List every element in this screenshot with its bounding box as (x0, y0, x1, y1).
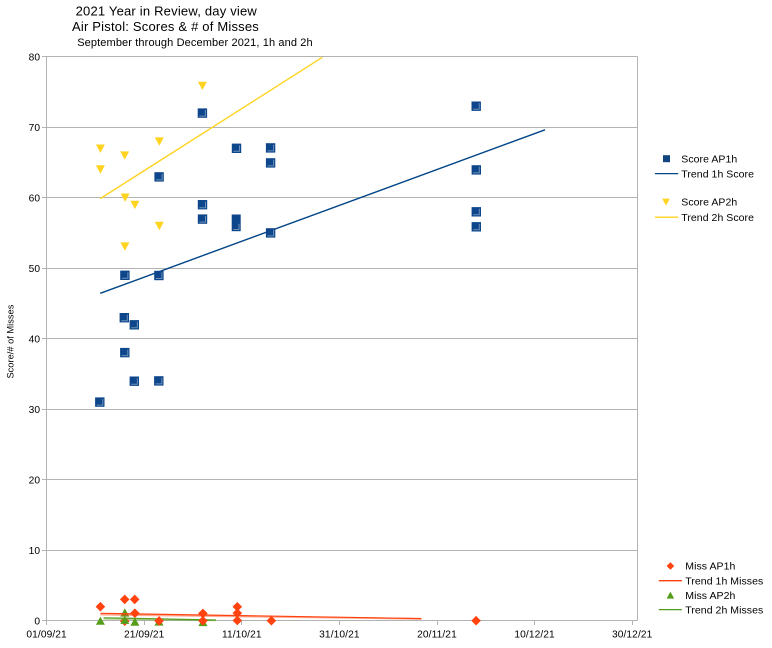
svg-text:30: 30 (29, 405, 41, 416)
svg-text:Air Pistol: Scores & # of Miss: Air Pistol: Scores & # of Misses (72, 19, 259, 34)
svg-text:Trend 1h Misses: Trend 1h Misses (685, 575, 763, 587)
svg-text:40: 40 (29, 335, 41, 346)
svg-text:Score AP2h: Score AP2h (681, 197, 737, 209)
svg-text:80: 80 (29, 53, 41, 64)
svg-text:01/09/21: 01/09/21 (26, 629, 67, 640)
svg-text:Miss AP2h: Miss AP2h (685, 590, 735, 602)
svg-text:31/10/21: 31/10/21 (319, 629, 360, 640)
svg-text:20/11/21: 20/11/21 (417, 629, 457, 640)
svg-text:September through December 202: September through December 2021, 1h and … (77, 37, 313, 49)
svg-text:Trend 2h Misses: Trend 2h Misses (685, 604, 763, 616)
svg-text:Trend 2h Score: Trend 2h Score (681, 212, 754, 224)
svg-text:Score AP1h: Score AP1h (681, 153, 737, 165)
svg-text:10/12/21: 10/12/21 (514, 629, 555, 640)
svg-text:70: 70 (29, 123, 41, 134)
svg-text:21/09/21: 21/09/21 (124, 629, 165, 640)
svg-text:Score/# of Misses: Score/# of Misses (5, 304, 15, 378)
svg-text:11/10/21: 11/10/21 (222, 629, 262, 640)
svg-text:50: 50 (29, 264, 41, 275)
svg-text:20: 20 (29, 476, 41, 487)
svg-text:Trend 1h Score: Trend 1h Score (681, 168, 754, 180)
svg-text:10: 10 (29, 546, 41, 557)
svg-text:2021 Year in Review, day view: 2021 Year in Review, day view (76, 3, 258, 18)
svg-text:60: 60 (29, 194, 41, 205)
svg-text:0: 0 (34, 616, 40, 627)
svg-text:30/12/21: 30/12/21 (612, 629, 653, 640)
svg-text:Miss AP1h: Miss AP1h (685, 561, 735, 573)
